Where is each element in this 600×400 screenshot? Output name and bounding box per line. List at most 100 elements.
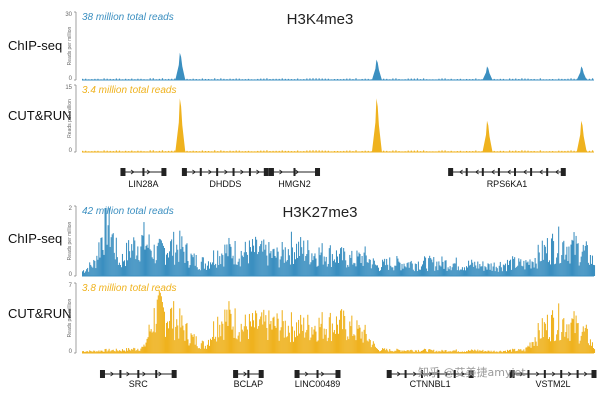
signal-bar [398,349,400,353]
signal-bar [106,78,108,80]
signal-bar [218,264,220,276]
signal-bar [368,259,370,276]
signal-bar [315,331,317,353]
signal-bar [327,263,329,276]
signal-bar [591,255,594,276]
signal-bar [197,348,199,353]
gene-exon [258,370,264,378]
signal-bar [563,318,565,353]
signal-bar [125,351,127,353]
signal-peak [175,98,186,152]
signal-bar [575,235,577,276]
signal-bar [532,262,534,276]
signal-bar [567,338,569,353]
signal-bar [478,151,480,152]
signal-bar [404,79,406,80]
signal-bar [331,254,333,276]
signal-bar [281,241,283,276]
signal-bar [453,263,455,276]
signal-bar [518,348,520,353]
signal-bar [448,269,450,276]
signal-bar [120,351,122,353]
signal-bar [376,348,378,353]
signal-bar [451,267,453,276]
signal-bar [371,264,373,276]
signal-bar [108,208,110,276]
signal-bar [137,246,139,276]
signal-bar [345,329,347,353]
signal-bar [490,350,492,353]
signal-bar [416,150,419,152]
signal-bar [158,78,160,80]
signal-bar [388,351,390,353]
signal-bar [147,337,149,353]
signal-bar [217,250,219,276]
signal-bar [567,150,569,152]
signal-bar [557,253,559,276]
signal-bar [480,266,482,276]
signal-bar [512,150,514,152]
signal-bar [353,262,355,276]
signal-bar [138,260,140,276]
signal-bar [442,350,444,353]
signal-bar [396,348,398,353]
strand-arrow [224,169,229,175]
strand-arrow [460,371,465,377]
signal-bar [248,313,250,353]
signal-bar [223,78,225,80]
signal-bar [579,151,581,152]
signal-bar [250,79,253,80]
y-axis-label: Reads per million [67,99,73,138]
signal-bar [268,242,270,276]
signal-bar [521,350,523,353]
signal-bar [515,150,517,152]
signal-bar [236,264,238,276]
strand-arrow [535,371,540,377]
signal-bar [284,320,286,353]
signal-bar [288,255,290,276]
signal-bar [458,351,460,353]
signal-bar [342,329,344,353]
signal-bar [218,337,220,353]
signal-bar [226,79,228,80]
signal-bar [262,324,264,353]
signal-bar [453,151,455,152]
signal-bar [461,267,463,276]
gene-exon [216,168,219,176]
signal-bar [170,308,172,353]
signal-bar [582,78,584,80]
signal-bar [146,151,148,152]
signal-bar [258,251,260,276]
signal-bar [503,351,505,353]
signal-bar [230,313,232,353]
strand-arrow [554,169,559,175]
signal-bar [432,79,434,80]
signal-bar [161,302,163,353]
signal-bar [140,246,142,276]
signal-bar [272,78,274,80]
signal-bar [372,341,374,353]
signal-bar [349,150,351,152]
signal-bar [144,346,146,353]
signal-bar [484,350,486,353]
signal-bar [112,79,114,80]
signal-bar [418,269,420,276]
signal-bar [190,333,192,353]
gene-dhdds: DHDDS [181,168,269,189]
total-reads-note: 3.4 million total reads [82,85,177,96]
signal-bar [479,350,481,353]
strand-arrow [396,371,401,377]
signal-bar [93,259,95,276]
signal-bar [410,150,412,152]
signal-bar [432,262,434,276]
signal-bar [455,257,457,276]
signal-bar [422,260,425,276]
signal-bar [401,151,403,152]
y-tick-label: 2 [69,206,73,212]
signal-bar [219,324,221,353]
signal-bar [471,259,473,276]
signal-bar [572,319,574,353]
signal-bar [585,150,588,152]
signal-bar [571,318,573,353]
signal-bar [320,323,322,353]
